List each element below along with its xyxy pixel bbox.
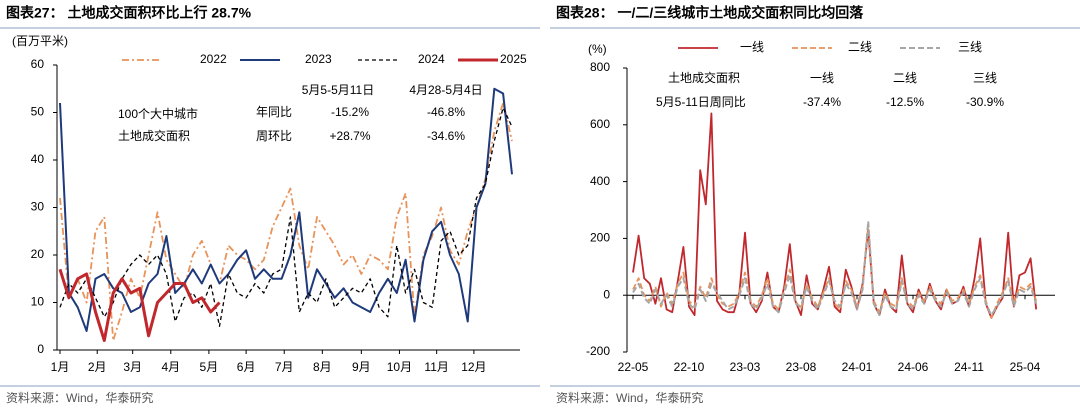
- series-line: [632, 220, 1038, 317]
- annotation: 4月28-5月4日: [409, 83, 482, 97]
- x-tick-label: 2月: [88, 360, 107, 374]
- series-line: [632, 223, 1038, 319]
- x-tick-label: 24-01: [842, 360, 873, 374]
- y-unit: (%): [588, 42, 607, 56]
- series-line: [58, 268, 221, 342]
- annotation: 周环比: [256, 129, 292, 143]
- x-tick-label: 3月: [123, 360, 142, 374]
- x-tick-label: 24-11: [954, 360, 984, 374]
- x-tick-label: 8月: [313, 360, 332, 374]
- x-tick-label: 5月: [200, 360, 219, 374]
- y-tick-label: 200: [590, 231, 610, 245]
- legend-label: 2023: [305, 52, 332, 66]
- y-tick-label: 0: [37, 342, 44, 356]
- y-tick-label: 60: [31, 57, 45, 71]
- y-tick-label: 0: [603, 287, 610, 301]
- x-tick-label: 12月: [461, 360, 486, 374]
- legend-label: 一线: [740, 40, 764, 54]
- x-tick-label: 7月: [275, 360, 294, 374]
- x-tick-label: 22-10: [674, 360, 705, 374]
- series-line: [59, 102, 513, 342]
- x-tick-label: 9月: [352, 360, 371, 374]
- annotation: +28.7%: [329, 129, 370, 143]
- annotation: 土地成交面积: [118, 128, 190, 143]
- annotation: -46.8%: [427, 105, 465, 119]
- legend-label: 三线: [958, 40, 982, 54]
- annotation: 土地成交面积: [668, 70, 740, 85]
- y-tick-label: 40: [31, 152, 45, 166]
- x-tick-label: 11月: [424, 360, 448, 374]
- source: 资料来源：Wind，华泰研究: [6, 390, 153, 405]
- chart-title: 图表27： 土地成交面积环比上行 28.7%: [6, 5, 252, 21]
- y-tick-label: 30: [31, 200, 45, 214]
- annotation: 100个大中城市: [118, 106, 198, 121]
- annotation: 三线: [973, 71, 997, 85]
- x-tick-label: 1月: [51, 360, 70, 374]
- x-tick-label: 23-08: [786, 360, 817, 374]
- x-tick-label: 4月: [161, 360, 180, 374]
- x-tick-label: 6月: [237, 360, 256, 374]
- legend-label: 2022: [200, 52, 227, 66]
- annotation: -30.9%: [966, 95, 1004, 109]
- annotation: -37.4%: [803, 95, 841, 109]
- x-tick-label: 24-06: [898, 360, 929, 374]
- annotation: 一线: [810, 71, 834, 85]
- source: 资料来源：Wind，华泰研究: [556, 390, 703, 405]
- annotation: -15.2%: [331, 105, 369, 119]
- legend-label: 2025: [500, 52, 527, 66]
- legend-label: 二线: [848, 40, 872, 54]
- y-tick-label: -200: [586, 344, 610, 358]
- y-tick-label: 400: [590, 174, 610, 188]
- y-tick-label: 50: [31, 105, 45, 119]
- annotation: 5月5-5月11日: [302, 83, 374, 97]
- annotation: 5月5-11日周同比: [656, 95, 746, 109]
- x-tick-label: 22-05: [618, 360, 649, 374]
- annotation: -34.6%: [427, 129, 465, 143]
- y-tick-label: 600: [590, 117, 610, 131]
- legend-label: 2024: [418, 52, 445, 66]
- annotation: -12.5%: [886, 95, 924, 109]
- annotation: 年同比: [256, 105, 292, 119]
- series-line: [59, 107, 513, 327]
- x-tick-label: 25-04: [1010, 360, 1041, 374]
- chart-title: 图表28： 一/二/三线城市土地成交面积同比均回落: [556, 5, 864, 21]
- y-tick-label: 20: [31, 247, 45, 261]
- y-tick-label: 800: [590, 60, 610, 74]
- y-unit: (百万平米): [12, 34, 68, 48]
- series-line: [59, 87, 513, 332]
- y-tick-label: 10: [31, 295, 45, 309]
- x-tick-label: 10月: [387, 360, 412, 374]
- annotation: 二线: [893, 71, 917, 85]
- x-tick-label: 23-03: [730, 360, 761, 374]
